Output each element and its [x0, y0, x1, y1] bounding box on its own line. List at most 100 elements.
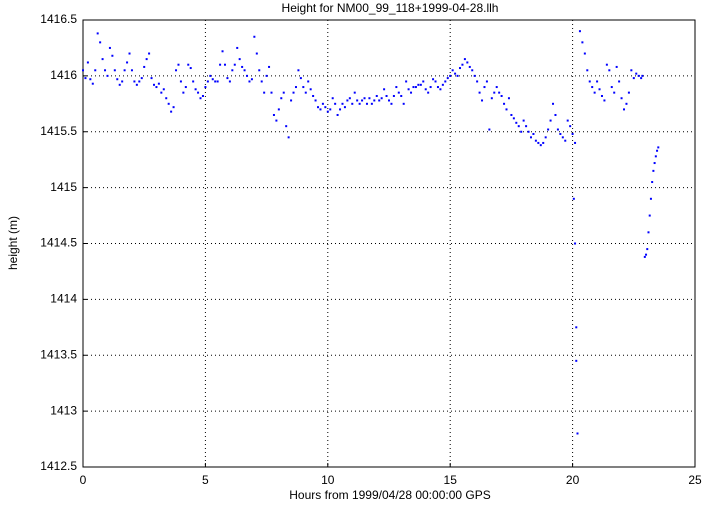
data-point: [211, 78, 214, 81]
y-tick-label: 1415.5: [40, 124, 77, 138]
data-point: [645, 253, 648, 256]
data-point: [646, 248, 649, 251]
x-tick-label: 10: [321, 473, 335, 487]
data-point: [397, 91, 400, 94]
data-point: [432, 78, 435, 81]
data-point: [155, 86, 158, 89]
data-point: [588, 80, 591, 83]
data-point: [623, 108, 626, 111]
data-point: [206, 80, 209, 83]
data-point: [214, 80, 217, 83]
data-point: [140, 77, 143, 80]
data-point: [598, 88, 601, 91]
data-point: [324, 106, 327, 109]
data-point: [552, 102, 555, 105]
data-point: [187, 63, 190, 66]
data-point: [184, 86, 187, 89]
data-point: [329, 108, 332, 111]
data-point: [221, 50, 224, 53]
data-point: [583, 52, 586, 55]
data-point: [485, 80, 488, 83]
data-point: [368, 97, 371, 100]
data-point: [493, 91, 496, 94]
data-point: [162, 88, 165, 91]
data-point: [395, 86, 398, 89]
data-point: [503, 102, 506, 105]
data-point: [651, 181, 654, 184]
data-point: [625, 102, 628, 105]
data-point: [525, 125, 528, 128]
y-tick-label: 1416: [50, 68, 77, 82]
data-point: [246, 74, 249, 77]
data-point: [456, 74, 459, 77]
data-point: [542, 141, 545, 144]
data-point: [356, 99, 359, 102]
data-point: [483, 86, 486, 89]
data-point: [204, 86, 207, 89]
data-point: [610, 86, 613, 89]
data-point: [478, 91, 481, 94]
data-point: [152, 83, 155, 86]
data-point: [231, 69, 234, 72]
data-point: [348, 97, 351, 100]
data-point: [226, 77, 229, 80]
data-point: [170, 110, 173, 113]
data-point: [145, 58, 148, 61]
data-point: [385, 94, 388, 97]
data-point: [446, 77, 449, 80]
data-point: [287, 136, 290, 139]
data-point: [248, 80, 251, 83]
data-point: [498, 91, 501, 94]
data-point: [441, 83, 444, 86]
data-point: [627, 91, 630, 94]
data-point: [280, 97, 283, 100]
data-point: [654, 155, 657, 158]
data-point: [304, 91, 307, 94]
data-point: [529, 136, 532, 139]
data-point: [135, 83, 138, 86]
data-point: [505, 108, 508, 111]
data-point: [282, 91, 285, 94]
data-point: [86, 61, 89, 64]
data-point: [436, 86, 439, 89]
data-point: [656, 149, 659, 152]
data-point: [312, 94, 315, 97]
data-point: [160, 91, 163, 94]
data-point: [402, 102, 405, 105]
data-point: [444, 80, 447, 83]
y-tick-label: 1414: [50, 292, 77, 306]
data-point: [358, 102, 361, 105]
data-point: [600, 94, 603, 97]
data-point: [294, 86, 297, 89]
data-point: [361, 99, 364, 102]
data-point: [635, 72, 638, 75]
data-point: [652, 169, 655, 172]
x-tick-label: 20: [566, 473, 580, 487]
data-point: [150, 77, 153, 80]
y-tick-label: 1412.5: [40, 459, 77, 473]
data-point: [640, 77, 643, 80]
data-point: [270, 91, 273, 94]
data-point: [458, 67, 461, 70]
data-point: [116, 78, 119, 81]
data-point: [201, 94, 204, 97]
data-point: [290, 99, 293, 102]
data-point: [596, 80, 599, 83]
data-point: [647, 231, 650, 234]
data-point: [373, 99, 376, 102]
data-point: [603, 99, 606, 102]
data-point: [473, 74, 476, 77]
data-point: [339, 108, 342, 111]
data-point: [157, 82, 160, 85]
data-point: [591, 86, 594, 89]
data-point: [520, 130, 523, 133]
x-axis-label: Hours from 1999/04/28 00:00:00 GPS: [289, 488, 490, 502]
data-point: [363, 97, 366, 100]
data-point: [192, 80, 195, 83]
data-point: [104, 69, 107, 72]
data-point: [236, 46, 239, 49]
data-point: [593, 91, 596, 94]
data-point: [243, 69, 246, 72]
data-point: [495, 86, 498, 89]
